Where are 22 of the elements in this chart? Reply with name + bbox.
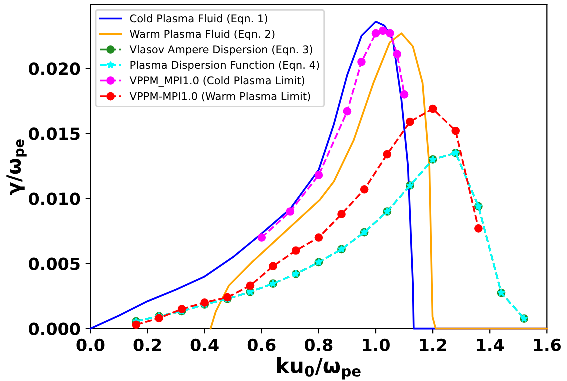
legend-label: Warm Plasma Fluid (Eqn. 2) — [130, 30, 275, 40]
x-tick-label: 0.0 — [76, 338, 105, 352]
y-tick-label: 0.010 — [29, 192, 80, 206]
x-tick-label: 1.0 — [363, 338, 390, 352]
y-tick-label: 0.005 — [29, 258, 80, 270]
x-tick-label: 0.4 — [190, 338, 219, 352]
x-tick-label: 0.8 — [304, 338, 333, 352]
legend-label: Plasma Dispersion Function (Eqn. 4) — [130, 60, 320, 72]
legend-label: Vlasov Ampere Dispersion (Eqn. 3) — [130, 45, 312, 56]
y-tick-label: 0.015 — [29, 128, 80, 140]
x-tick-label: 0.6 — [248, 338, 276, 352]
legend-label: VPPM-MPI1.0 (Warm Plasma Limit) — [130, 92, 310, 102]
y-tick-label: 0.020 — [29, 62, 80, 76]
x-tick-label: 1.4 — [477, 339, 504, 352]
x-tick-label: 1.6 — [534, 338, 562, 352]
x-tick-label: 1.2 — [420, 338, 446, 352]
x-tick-label: 0.2 — [134, 338, 162, 352]
legend-label: Cold Plasma Fluid (Eqn. 1) — [130, 14, 268, 25]
legend-label: VPPM_MPI1.0 (Cold Plasma Limit) — [130, 76, 305, 87]
x-axis-title: ku$_{0}$/ω$_{pe}$ — [277, 357, 361, 380]
y-tick-label: 0.000 — [29, 322, 80, 336]
y-axis-title: γ/ω$_{pe}$ — [6, 140, 27, 196]
